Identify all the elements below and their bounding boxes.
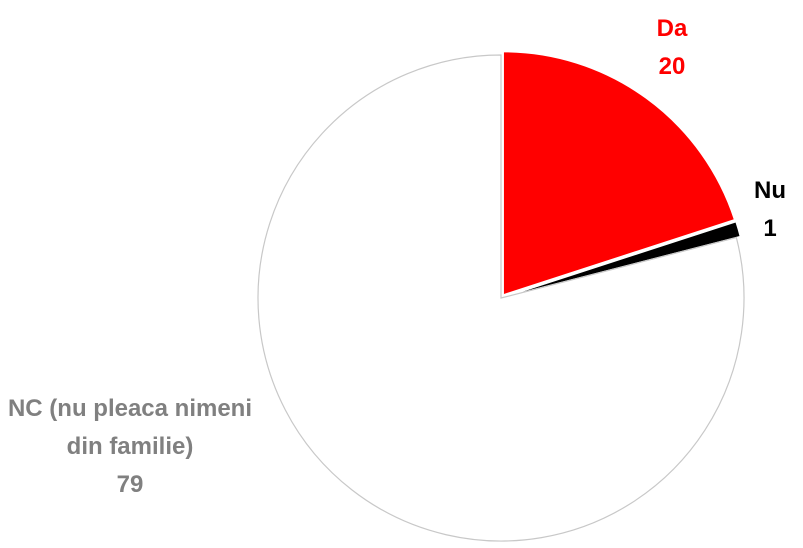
slice-label: Nu 1 [735,172,803,248]
slice-category: Da [656,15,688,42]
slice-label: Da 20 [622,10,722,86]
pie-slice [504,221,741,298]
slice-value: 79 [116,471,144,498]
pie-slice [502,51,736,296]
slice-label: NC (nu pleaca nimeni din familie) 79 [0,390,260,504]
slice-value: 1 [763,215,777,242]
slice-category: Nu [754,177,786,204]
pie-slice [257,54,745,542]
slice-category: NC (nu pleaca nimeni din familie) [7,395,253,460]
slice-value: 20 [658,53,686,80]
